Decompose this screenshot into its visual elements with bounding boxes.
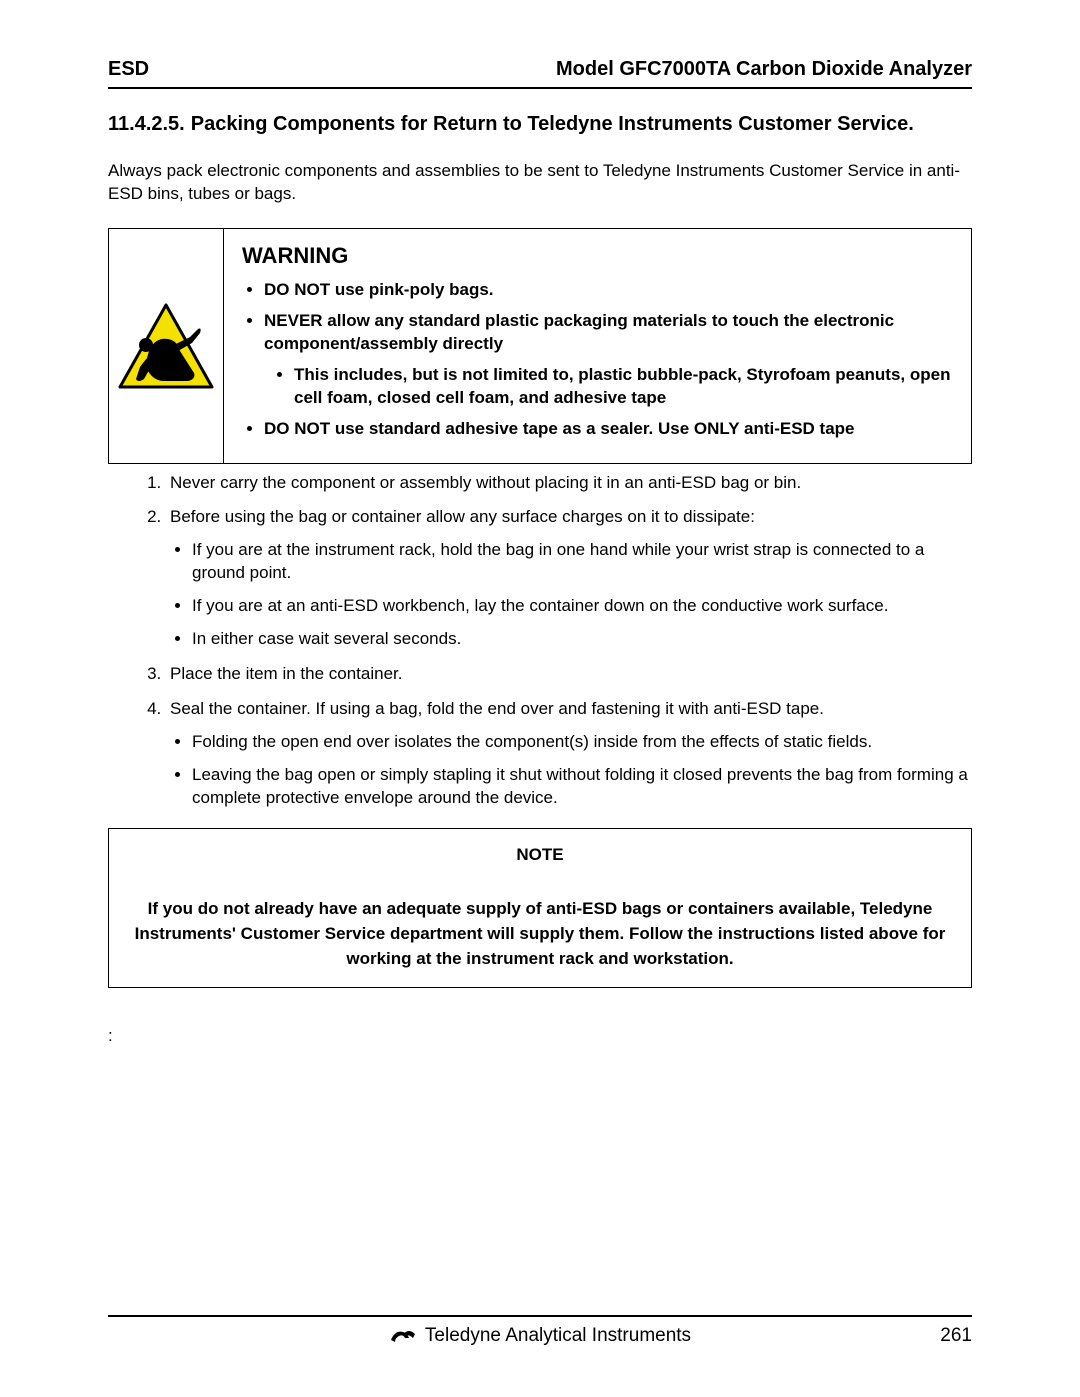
header-left: ESD [108, 58, 149, 81]
page-footer: Teledyne Analytical Instruments 261 [108, 1315, 972, 1347]
warning-title: WARNING [242, 243, 953, 269]
footer-row: Teledyne Analytical Instruments 261 [108, 1325, 972, 1347]
warning-icon-cell [109, 229, 224, 463]
warning-item: NEVER allow any standard plastic packagi… [264, 310, 953, 410]
procedure-step: Before using the bag or container allow … [166, 506, 972, 651]
warning-box: WARNING DO NOT use pink-poly bags. NEVER… [108, 228, 972, 464]
step-sublist: Folding the open end over isolates the c… [170, 731, 972, 810]
section-title: Packing Components for Return to Teledyn… [191, 111, 914, 138]
step-subitem: Folding the open end over isolates the c… [192, 731, 972, 754]
step-subitem: If you are at the instrument rack, hold … [192, 539, 972, 585]
warning-item-text: DO NOT use pink-poly bags. [264, 280, 494, 299]
warning-item-text: DO NOT use standard adhesive tape as a s… [264, 419, 855, 438]
page-number: 261 [940, 1325, 972, 1347]
note-box: NOTE If you do not already have an adequ… [108, 828, 972, 989]
step-subitem: If you are at an anti-ESD workbench, lay… [192, 595, 972, 618]
step-sublist: If you are at the instrument rack, hold … [170, 539, 972, 651]
header-right: Model GFC7000TA Carbon Dioxide Analyzer [556, 58, 972, 81]
step-text: Never carry the component or assembly wi… [170, 473, 801, 492]
step-text: Seal the container. If using a bag, fold… [170, 699, 824, 718]
footer-center: Teledyne Analytical Instruments [389, 1325, 691, 1347]
note-body: If you do not already have an adequate s… [125, 897, 955, 971]
procedure-step: Place the item in the container. [166, 663, 972, 686]
procedure-step: Seal the container. If using a bag, fold… [166, 698, 972, 810]
teledyne-logo-icon [389, 1326, 417, 1346]
warning-item: DO NOT use standard adhesive tape as a s… [264, 418, 953, 441]
header-rule [108, 87, 972, 89]
document-page: ESD Model GFC7000TA Carbon Dioxide Analy… [0, 0, 1080, 1397]
step-text: Before using the bag or container allow … [170, 507, 755, 526]
note-title: NOTE [125, 843, 955, 868]
step-subitem: Leaving the bag open or simply stapling … [192, 764, 972, 810]
esd-warning-icon [116, 301, 216, 391]
warning-item-text: NEVER allow any standard plastic packagi… [264, 311, 894, 353]
warning-item: DO NOT use pink-poly bags. [264, 279, 953, 302]
warning-list: DO NOT use pink-poly bags. NEVER allow a… [242, 279, 953, 441]
warning-content: WARNING DO NOT use pink-poly bags. NEVER… [224, 229, 971, 463]
warning-subitem: This includes, but is not limited to, pl… [294, 364, 953, 410]
step-subitem: In either case wait several seconds. [192, 628, 972, 651]
footer-company: Teledyne Analytical Instruments [425, 1325, 691, 1347]
footer-rule [108, 1315, 972, 1317]
trailing-colon: : [108, 1026, 972, 1046]
section-number: 11.4.2.5. [108, 111, 191, 138]
intro-paragraph: Always pack electronic components and as… [108, 160, 972, 206]
step-text: Place the item in the container. [170, 664, 402, 683]
page-header: ESD Model GFC7000TA Carbon Dioxide Analy… [108, 58, 972, 87]
warning-sublist: This includes, but is not limited to, pl… [264, 364, 953, 410]
procedure-step: Never carry the component or assembly wi… [166, 472, 972, 495]
section-heading: 11.4.2.5. Packing Components for Return … [108, 111, 972, 138]
procedure-list: Never carry the component or assembly wi… [108, 472, 972, 810]
